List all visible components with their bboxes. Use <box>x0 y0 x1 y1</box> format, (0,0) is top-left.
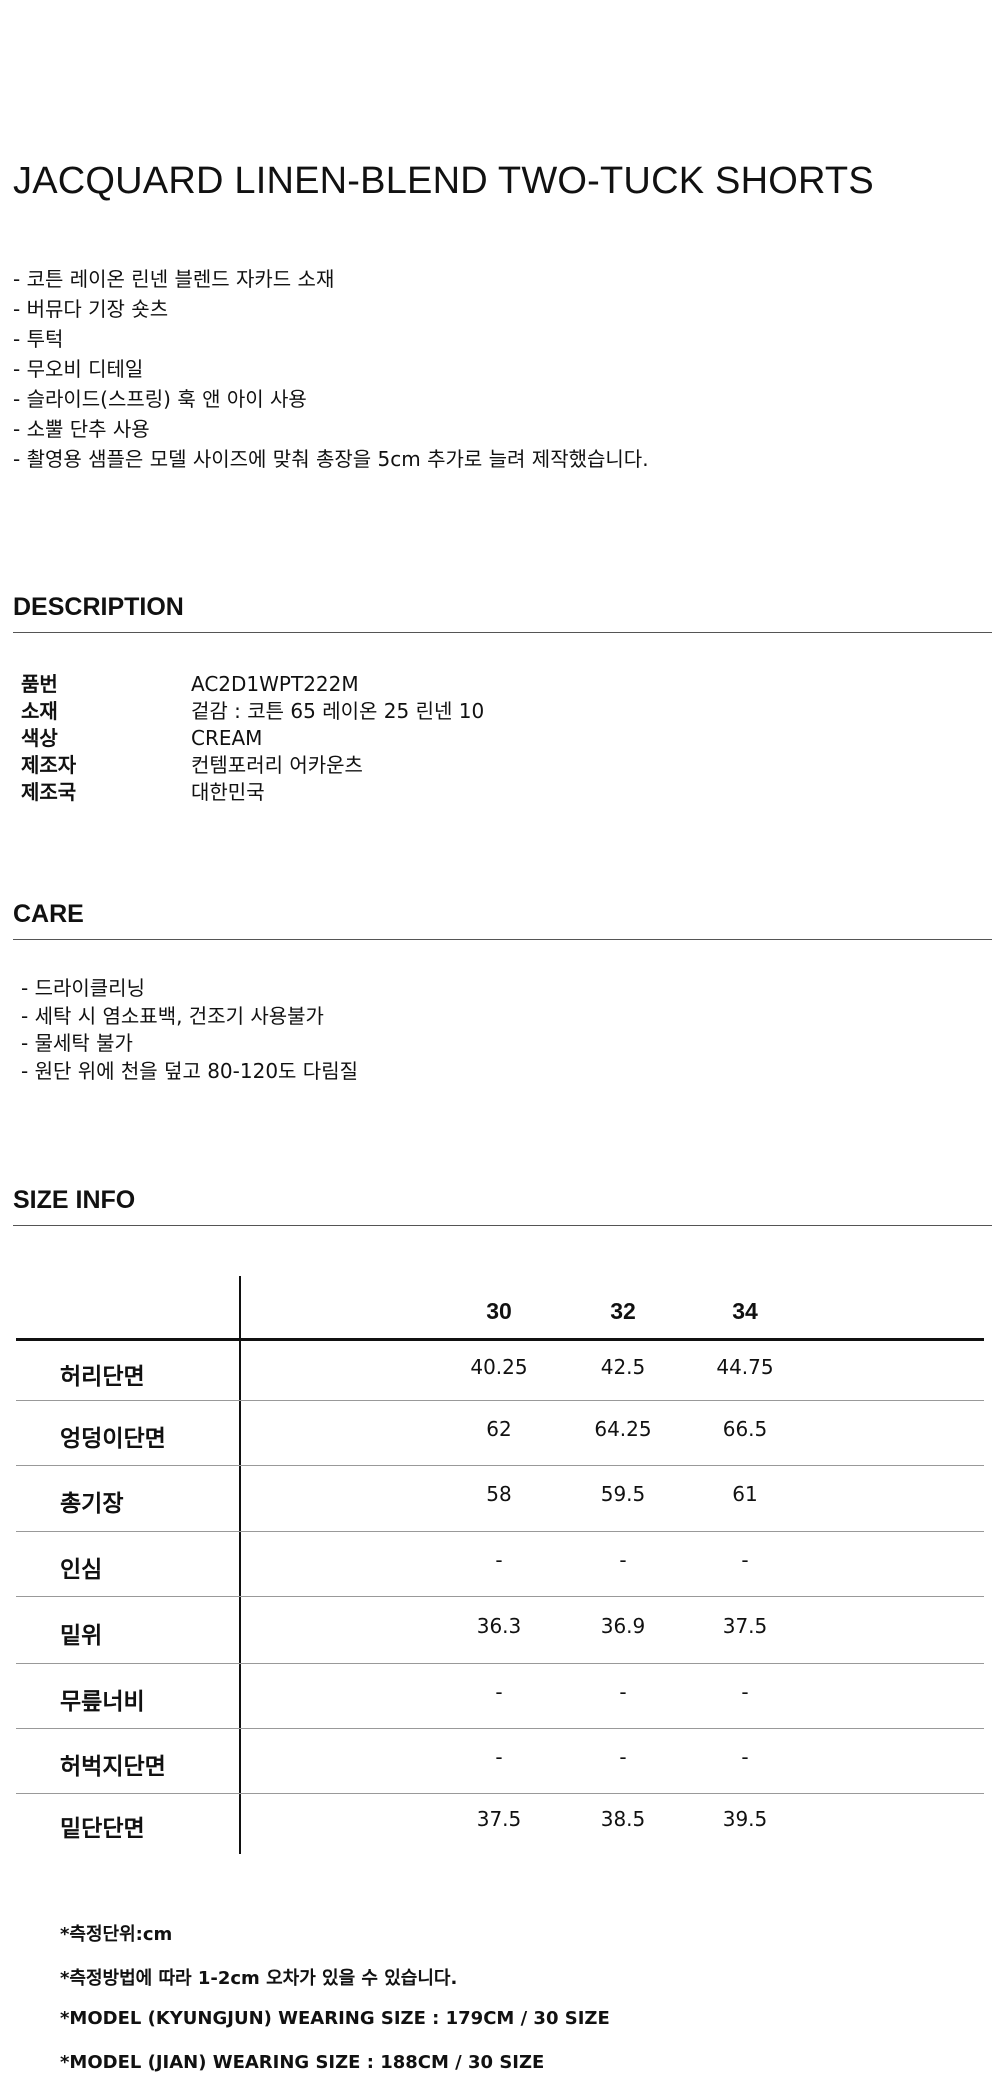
size-row-label: 총기장 <box>60 1491 124 1517</box>
size-cell: 37.5 <box>476 1807 522 1831</box>
description-value: 대한민국 <box>191 780 265 804</box>
size-cell: - <box>741 1679 749 1704</box>
table-row-divider <box>16 1400 984 1401</box>
table-row-divider <box>16 1531 984 1532</box>
size-cell: - <box>741 1744 749 1769</box>
table-row-divider <box>16 1728 984 1729</box>
feature-item: - 버뮤다 기장 숏츠 <box>13 297 169 321</box>
size-cell: 58 <box>486 1482 512 1506</box>
size-row-label: 인심 <box>60 1556 103 1583</box>
description-label: 색상 <box>21 726 58 750</box>
size-note: *측정단위:cm <box>60 1924 173 1945</box>
feature-item: - 슬라이드(스프링) 훅 앤 아이 사용 <box>13 387 307 411</box>
size-cell: 64.25 <box>594 1416 652 1441</box>
size-cell: 62 <box>486 1416 512 1441</box>
divider <box>13 939 992 940</box>
size-row-label: 밑단단면 <box>60 1816 145 1842</box>
size-row-label: 무릎너비 <box>60 1688 145 1715</box>
description-row: 색상 CREAM <box>21 725 484 752</box>
size-cell: - <box>495 1547 503 1572</box>
table-header-line <box>16 1338 984 1341</box>
size-cell: - <box>619 1679 627 1704</box>
description-label: 제조국 <box>21 780 77 804</box>
size-note: *MODEL (JIAN) WEARING SIZE : 188CM / 30 … <box>60 2052 545 2073</box>
description-value: 겉감 : 코튼 65 레이온 25 린넨 10 <box>191 699 485 723</box>
description-value: AC2D1WPT222M <box>191 672 359 696</box>
description-label: 품번 <box>21 672 58 696</box>
feature-item: - 투턱 <box>13 327 64 351</box>
feature-item: - 촬영용 샘플은 모델 사이즈에 맞춰 총장을 5cm 추가로 늘려 제작했습… <box>13 447 649 471</box>
size-cell: 61 <box>732 1482 758 1506</box>
table-vertical-line <box>239 1276 241 1854</box>
description-label: 제조자 <box>21 753 77 777</box>
size-cell: 66.5 <box>722 1416 768 1441</box>
description-heading: DESCRIPTION <box>13 593 184 621</box>
care-list: - 드라이클리닝 - 세탁 시 염소표백, 건조기 사용불가 - 물세탁 불가 … <box>21 975 358 1085</box>
description-table: 품번 AC2D1WPT222M 소재 겉감 : 코튼 65 레이온 25 린넨 10… <box>21 671 484 806</box>
divider <box>13 632 992 633</box>
table-row-divider <box>16 1596 984 1597</box>
size-cell: 44.75 <box>716 1354 774 1379</box>
size-row-label: 허벅지단면 <box>60 1753 166 1780</box>
care-item: - 드라이클리닝 <box>21 976 145 1000</box>
description-value: 컨템포러리 어카운츠 <box>191 753 363 777</box>
description-row: 소재 겉감 : 코튼 65 레이온 25 린넨 10 <box>21 698 484 725</box>
description-row: 품번 AC2D1WPT222M <box>21 671 484 698</box>
feature-item: - 무오비 디테일 <box>13 357 144 381</box>
size-row-label: 엉덩이단면 <box>60 1425 166 1452</box>
product-title: JACQUARD LINEN-BLEND TWO-TUCK SHORTS <box>13 160 874 202</box>
table-row-divider <box>16 1793 984 1794</box>
feature-item: - 코튼 레이온 린넨 블렌드 자카드 소재 <box>13 267 335 291</box>
size-cell: 37.5 <box>722 1613 768 1638</box>
care-heading: CARE <box>13 900 84 928</box>
size-note: *MODEL (KYUNGJUN) WEARING SIZE : 179CM /… <box>60 2008 610 2029</box>
size-note: *측정방법에 따라 1-2cm 오차가 있을 수 있습니다. <box>60 1968 458 1989</box>
description-label: 소재 <box>21 699 58 723</box>
feature-item: - 소뿔 단추 사용 <box>13 417 150 441</box>
size-cell: 42.5 <box>600 1354 646 1379</box>
description-row: 제조국 대한민국 <box>21 779 484 806</box>
description-row: 제조자 컨템포러리 어카운츠 <box>21 752 484 779</box>
size-info-heading: SIZE INFO <box>13 1186 136 1214</box>
size-column-header: 32 <box>610 1298 636 1324</box>
size-cell: 40.25 <box>470 1354 528 1379</box>
size-cell: 36.9 <box>600 1613 646 1638</box>
size-cell: - <box>619 1744 627 1769</box>
size-column-header: 34 <box>732 1298 758 1324</box>
size-cell: 38.5 <box>600 1807 646 1831</box>
size-row-label: 허리단면 <box>60 1363 145 1390</box>
care-item: - 세탁 시 염소표백, 건조기 사용불가 <box>21 1003 324 1028</box>
description-value: CREAM <box>191 726 263 750</box>
table-row-divider <box>16 1663 984 1664</box>
size-cell: 39.5 <box>722 1807 768 1831</box>
size-cell: - <box>741 1547 749 1572</box>
size-cell: - <box>619 1547 627 1572</box>
care-item: - 원단 위에 천을 덮고 80-120도 다림질 <box>21 1058 359 1083</box>
size-row-label: 밑위 <box>60 1622 103 1649</box>
divider <box>13 1225 992 1226</box>
size-column-header: 30 <box>486 1298 512 1324</box>
size-cell: - <box>495 1744 503 1769</box>
care-item: - 물세탁 불가 <box>21 1031 133 1055</box>
size-cell: - <box>495 1679 503 1704</box>
size-cell: 36.3 <box>476 1613 522 1638</box>
size-cell: 59.5 <box>600 1482 646 1506</box>
feature-list: - 코튼 레이온 린넨 블렌드 자카드 소재 - 버뮤다 기장 숏츠 - 투턱 … <box>13 264 649 474</box>
table-row-divider <box>16 1465 984 1466</box>
